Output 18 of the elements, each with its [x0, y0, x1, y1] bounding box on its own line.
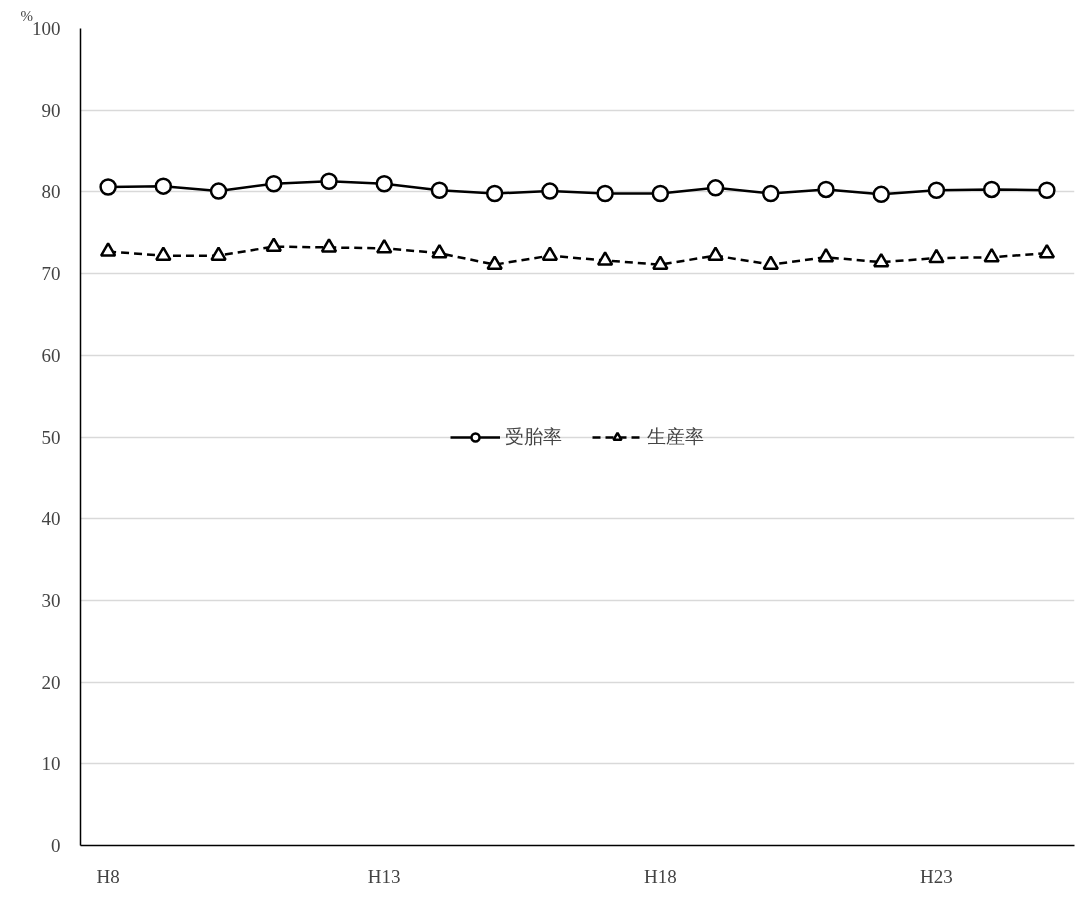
y-tick-label: 20	[41, 671, 61, 693]
y-tick-label: 70	[41, 263, 61, 285]
y-tick-label: 10	[41, 753, 61, 775]
legend-label: 受胎率	[505, 424, 562, 449]
x-tick-label: H13	[367, 865, 401, 887]
y-tick-label: 30	[41, 589, 61, 611]
y-tick-label: 100	[32, 18, 61, 39]
y-tick-label: 90	[41, 99, 61, 121]
y-tick-label: 0	[51, 835, 61, 856]
y-tick-label: 60	[41, 344, 61, 366]
legend-label: 生産率	[647, 424, 704, 449]
y-tick-label: 40	[41, 508, 61, 530]
x-tick-label: H8	[96, 865, 120, 887]
y-axis-title: %	[20, 7, 33, 24]
x-tick-label: H18	[643, 865, 677, 887]
y-tick-label: 50	[41, 426, 61, 448]
x-tick-label: H23	[920, 865, 953, 887]
y-tick-label: 80	[41, 181, 61, 203]
